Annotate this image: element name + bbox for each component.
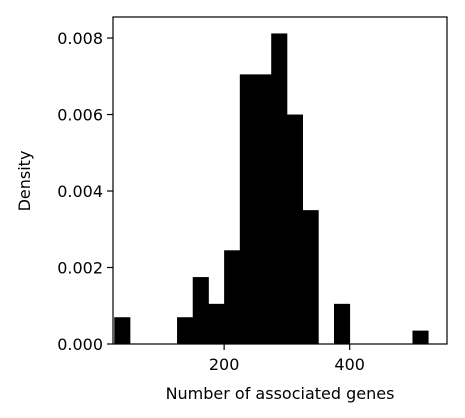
x-tick-label: 200: [209, 355, 240, 374]
y-tick-label: 0.008: [57, 29, 103, 48]
y-tick-label: 0.002: [57, 259, 103, 278]
histogram-bars: [114, 33, 429, 345]
x-axis-label: Number of associated genes: [166, 384, 395, 403]
histogram-bar-12: [302, 210, 319, 344]
histogram-bar-5: [192, 277, 209, 344]
y-axis-label: Density: [15, 151, 34, 212]
plot-frame: [112, 16, 448, 345]
y-tick-label: 0.000: [57, 335, 103, 354]
histogram-bar-19: [412, 330, 429, 344]
x-axis: 200 400: [209, 344, 365, 374]
histogram-bar-4: [177, 317, 194, 344]
y-tick-label: 0.006: [57, 106, 103, 125]
histogram-bar-7: [224, 250, 241, 344]
histogram-bar-11: [286, 114, 304, 345]
histogram-bar-0: [114, 317, 131, 344]
y-axis: 0.000 0.002 0.004 0.006 0.008: [57, 29, 113, 354]
histogram-bar-9: [255, 74, 272, 345]
y-tick-label: 0.004: [57, 182, 103, 201]
histogram-bar-8: [239, 74, 256, 345]
x-tick-label: 400: [334, 355, 365, 374]
histogram-bar-14: [333, 303, 351, 344]
histogram-bar-6: [208, 303, 225, 344]
histogram-bar-10: [271, 33, 288, 344]
